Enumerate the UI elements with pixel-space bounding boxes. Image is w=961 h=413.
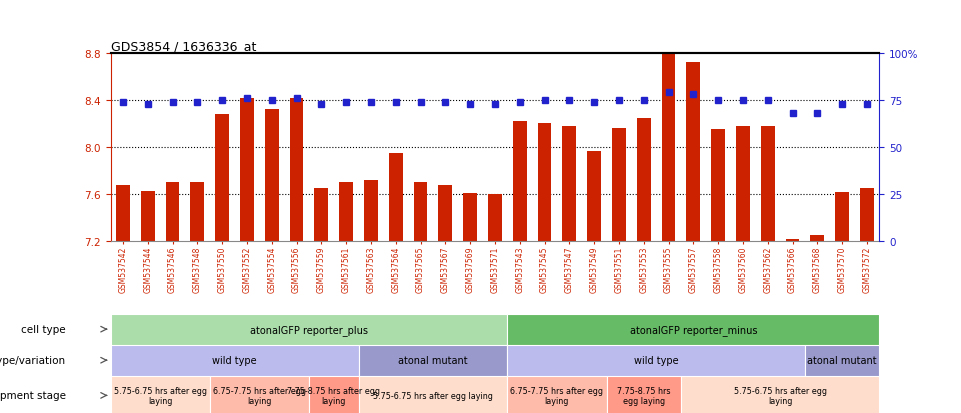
Bar	[111, 345, 358, 376]
Bar	[215, 115, 229, 242]
Bar	[562, 126, 577, 242]
Bar	[835, 192, 849, 242]
Bar	[507, 376, 606, 413]
Bar	[761, 126, 775, 242]
Bar	[413, 183, 428, 242]
Bar	[209, 376, 308, 413]
Bar	[116, 185, 130, 242]
Bar	[612, 129, 626, 242]
Bar	[711, 130, 725, 242]
Bar	[606, 376, 681, 413]
Text: atonalGFP reporter_plus: atonalGFP reporter_plus	[250, 324, 368, 335]
Text: cell type: cell type	[21, 324, 66, 335]
Bar	[141, 191, 155, 242]
Bar	[736, 126, 750, 242]
Bar	[289, 98, 304, 242]
Text: genotype/variation: genotype/variation	[0, 355, 66, 366]
Bar	[786, 239, 800, 242]
Bar	[662, 54, 676, 242]
Bar	[339, 183, 353, 242]
Text: 5.75-6.75 hrs after egg laying: 5.75-6.75 hrs after egg laying	[373, 391, 493, 400]
Bar	[513, 122, 527, 242]
Bar	[265, 110, 279, 242]
Text: 6.75-7.75 hrs after egg
laying: 6.75-7.75 hrs after egg laying	[510, 386, 604, 405]
Text: 7.75-8.75 hrs after egg
laying: 7.75-8.75 hrs after egg laying	[287, 386, 381, 405]
Text: wild type: wild type	[212, 355, 257, 366]
Bar	[165, 183, 180, 242]
Text: atonal mutant: atonal mutant	[398, 355, 468, 366]
Text: development stage: development stage	[0, 390, 66, 401]
Bar	[538, 124, 552, 242]
Text: 6.75-7.75 hrs after egg
laying: 6.75-7.75 hrs after egg laying	[212, 386, 306, 405]
Bar	[240, 98, 254, 242]
Bar	[637, 118, 651, 242]
Bar	[358, 376, 507, 413]
Bar	[507, 314, 879, 345]
Bar	[810, 236, 825, 242]
Bar	[438, 185, 452, 242]
Bar	[364, 180, 378, 242]
Bar	[314, 189, 328, 242]
Bar	[463, 193, 477, 242]
Bar	[111, 376, 209, 413]
Bar	[681, 376, 879, 413]
Bar	[111, 314, 507, 345]
Bar	[507, 345, 805, 376]
Bar	[308, 376, 358, 413]
Text: 5.75-6.75 hrs after egg
laying: 5.75-6.75 hrs after egg laying	[733, 386, 826, 405]
Bar	[805, 345, 879, 376]
Text: wild type: wild type	[634, 355, 678, 366]
Text: 5.75-6.75 hrs after egg
laying: 5.75-6.75 hrs after egg laying	[113, 386, 207, 405]
Bar	[860, 189, 874, 242]
Text: atonal mutant: atonal mutant	[807, 355, 877, 366]
Bar	[389, 154, 403, 242]
Bar	[358, 345, 507, 376]
Bar	[587, 151, 601, 242]
Text: GDS3854 / 1636336_at: GDS3854 / 1636336_at	[111, 40, 256, 52]
Text: 7.75-8.75 hrs
egg laying: 7.75-8.75 hrs egg laying	[617, 386, 671, 405]
Text: atonalGFP reporter_minus: atonalGFP reporter_minus	[629, 324, 757, 335]
Bar	[488, 195, 502, 242]
Bar	[686, 63, 701, 242]
Bar	[190, 183, 204, 242]
